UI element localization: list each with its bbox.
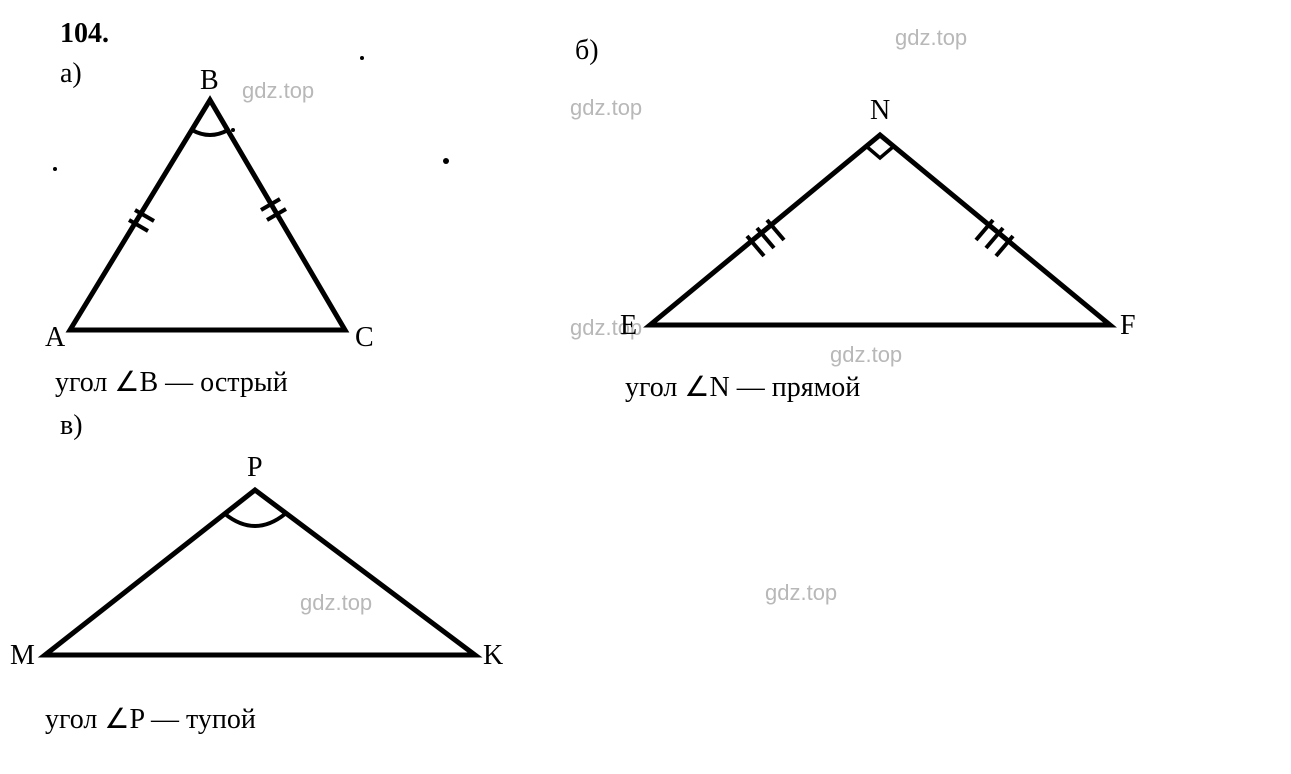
vertex-m-label: M: [10, 640, 35, 672]
caption-a-angle: ∠B: [114, 367, 158, 398]
dot-decoration: [443, 158, 449, 164]
part-v-label: в): [60, 410, 83, 442]
vertex-a-label: A: [45, 322, 65, 354]
vertex-p-label: P: [247, 452, 263, 484]
triangle-a-svg: [35, 70, 385, 370]
caption-v-suffix: — тупой: [144, 704, 256, 735]
caption-v-prefix: угол: [45, 704, 104, 735]
dot-decoration: [360, 56, 364, 60]
vertex-f-label: F: [1120, 310, 1136, 342]
watermark: gdz.top: [765, 580, 837, 606]
triangle-a: A B C: [35, 70, 385, 375]
caption-b-prefix: угол: [625, 372, 684, 403]
part-b-label: б): [575, 35, 599, 67]
vertex-n-label: N: [870, 95, 890, 127]
problem-number: 104.: [60, 18, 109, 50]
triangle-v: M P K: [25, 460, 515, 695]
caption-b: угол ∠N — прямой: [625, 370, 860, 404]
watermark: gdz.top: [895, 25, 967, 51]
caption-b-angle: ∠N: [684, 372, 729, 403]
triangle-b-svg: [630, 110, 1150, 360]
caption-v: угол ∠P — тупой: [45, 702, 256, 736]
vertex-b-label: B: [200, 65, 219, 97]
triangle-v-svg: [25, 460, 515, 690]
caption-b-suffix: — прямой: [730, 372, 861, 403]
vertex-c-label: C: [355, 322, 374, 354]
vertex-k-label: K: [483, 640, 503, 672]
caption-a: угол ∠B — острый: [55, 365, 288, 399]
vertex-e-label: E: [620, 310, 637, 342]
caption-a-suffix: — острый: [158, 367, 288, 398]
caption-a-prefix: угол: [55, 367, 114, 398]
caption-v-angle: ∠P: [104, 704, 144, 735]
triangle-b: E N F: [630, 110, 1150, 365]
